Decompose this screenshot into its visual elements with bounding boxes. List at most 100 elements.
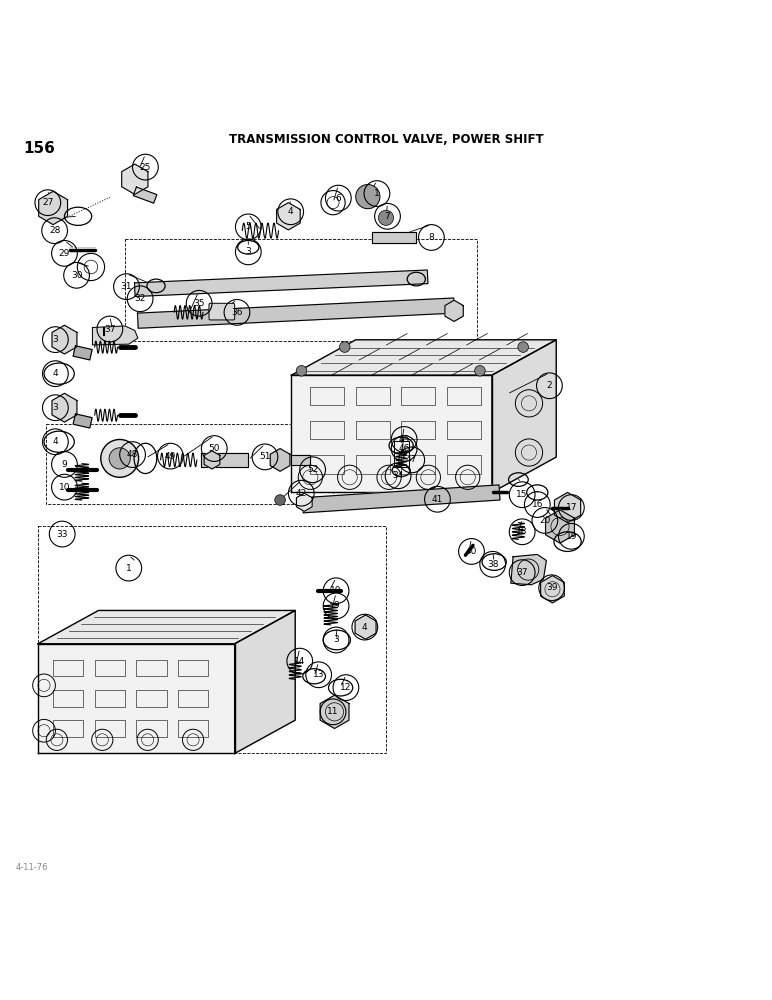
Text: 11: 11 xyxy=(327,707,339,716)
Bar xyxy=(178,690,208,707)
Text: 4: 4 xyxy=(362,623,367,632)
Text: 12: 12 xyxy=(340,683,351,692)
Text: 3: 3 xyxy=(52,403,58,412)
Text: 49: 49 xyxy=(164,452,176,461)
Text: TRANSMISSION CONTROL VALVE, POWER SHIFT: TRANSMISSION CONTROL VALVE, POWER SHIFT xyxy=(229,133,543,146)
Polygon shape xyxy=(540,576,564,603)
Text: 41: 41 xyxy=(432,495,443,504)
Bar xyxy=(178,720,208,737)
Bar xyxy=(53,720,83,737)
Text: 51: 51 xyxy=(259,452,271,461)
Text: 17: 17 xyxy=(566,503,577,512)
Text: 52: 52 xyxy=(307,465,318,474)
Text: 3: 3 xyxy=(245,247,251,256)
Text: 31: 31 xyxy=(120,282,132,291)
Text: 35: 35 xyxy=(193,299,205,308)
Circle shape xyxy=(109,448,130,469)
Text: 29: 29 xyxy=(59,249,70,258)
Text: 16: 16 xyxy=(532,500,543,509)
Bar xyxy=(310,421,344,439)
Polygon shape xyxy=(204,451,220,469)
Text: 39: 39 xyxy=(546,583,557,592)
Bar xyxy=(53,690,83,707)
Polygon shape xyxy=(292,340,556,375)
Polygon shape xyxy=(39,191,67,225)
Bar xyxy=(446,421,480,439)
Bar xyxy=(137,660,167,676)
Bar xyxy=(95,720,125,737)
Text: 14: 14 xyxy=(294,657,306,666)
Polygon shape xyxy=(235,610,295,753)
Bar xyxy=(137,690,167,707)
Bar xyxy=(178,660,208,676)
Text: 38: 38 xyxy=(487,560,499,569)
Text: 34: 34 xyxy=(392,471,404,480)
Text: 7: 7 xyxy=(384,212,391,221)
Bar xyxy=(356,421,390,439)
Text: 30: 30 xyxy=(71,271,83,280)
Bar xyxy=(356,455,390,474)
Text: 9: 9 xyxy=(62,460,67,469)
Polygon shape xyxy=(355,615,376,639)
Circle shape xyxy=(340,342,350,352)
Text: 6: 6 xyxy=(336,194,341,203)
Bar xyxy=(53,660,83,676)
Text: 19: 19 xyxy=(566,532,577,541)
Polygon shape xyxy=(52,325,77,354)
Bar xyxy=(394,441,408,467)
Polygon shape xyxy=(546,510,574,543)
Polygon shape xyxy=(93,326,138,345)
Text: 46: 46 xyxy=(398,444,410,453)
Bar xyxy=(401,421,435,439)
Polygon shape xyxy=(492,340,556,492)
Text: 2: 2 xyxy=(547,381,552,390)
Polygon shape xyxy=(270,449,290,471)
Circle shape xyxy=(518,342,529,352)
Polygon shape xyxy=(292,375,492,492)
Text: 10: 10 xyxy=(59,483,70,492)
Text: 4: 4 xyxy=(52,437,58,446)
Polygon shape xyxy=(511,554,547,585)
Text: 25: 25 xyxy=(140,163,151,172)
Bar xyxy=(356,387,390,405)
Text: 32: 32 xyxy=(134,294,146,303)
Circle shape xyxy=(356,185,380,209)
FancyBboxPatch shape xyxy=(209,303,235,320)
Text: 5: 5 xyxy=(245,222,251,231)
Text: 47: 47 xyxy=(406,455,418,464)
Text: 20: 20 xyxy=(539,516,550,525)
Polygon shape xyxy=(303,485,500,513)
Bar xyxy=(95,690,125,707)
Circle shape xyxy=(296,366,306,376)
Polygon shape xyxy=(38,644,235,753)
Polygon shape xyxy=(554,492,581,523)
Text: 37: 37 xyxy=(516,568,528,577)
Polygon shape xyxy=(292,455,310,465)
Text: 1: 1 xyxy=(126,564,132,573)
Circle shape xyxy=(475,366,486,376)
Text: 27: 27 xyxy=(42,198,53,207)
Polygon shape xyxy=(73,346,92,360)
Polygon shape xyxy=(201,453,249,467)
Polygon shape xyxy=(137,298,455,328)
Text: 33: 33 xyxy=(56,530,68,539)
Text: 10: 10 xyxy=(330,586,342,595)
Polygon shape xyxy=(122,164,148,194)
Polygon shape xyxy=(134,187,157,203)
Text: 48: 48 xyxy=(127,450,138,459)
Text: 4-11-76: 4-11-76 xyxy=(15,863,48,872)
Polygon shape xyxy=(52,393,77,422)
Text: 42: 42 xyxy=(296,489,307,498)
Text: 3: 3 xyxy=(334,635,339,644)
Polygon shape xyxy=(38,610,295,644)
Text: 18: 18 xyxy=(516,527,528,536)
Text: 3: 3 xyxy=(52,335,58,344)
Polygon shape xyxy=(296,493,312,511)
Text: 156: 156 xyxy=(23,141,55,156)
Bar xyxy=(446,387,480,405)
Polygon shape xyxy=(276,203,300,230)
Bar xyxy=(137,720,167,737)
Circle shape xyxy=(275,495,286,505)
Circle shape xyxy=(378,210,394,225)
Polygon shape xyxy=(372,232,416,243)
